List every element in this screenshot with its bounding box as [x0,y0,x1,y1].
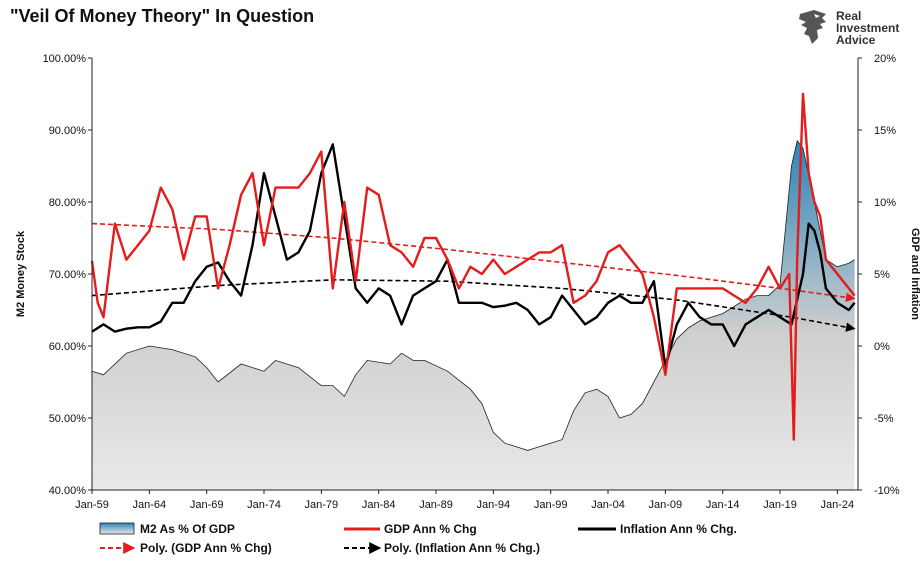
gdp-trendline [91,222,856,303]
y2-tick-label: -10% [874,485,900,497]
y-tick-label: 60.00% [49,341,87,353]
y-tick-label: 70.00% [49,269,87,281]
y2-tick-label: 10% [874,197,896,209]
brand-name: Real Investment Advice [836,10,899,46]
x-tick-label: Jan-89 [419,499,453,511]
inflation-trendline [91,278,856,332]
y-tick-label: 50.00% [49,413,87,425]
brand-line: Advice [836,33,876,47]
x-tick-label: Jan-59 [75,499,109,511]
legend-label: GDP Ann % Chg [384,522,477,536]
m2-line [91,139,855,451]
m2-area [92,140,855,491]
inflation-line [91,143,856,369]
y-axis-title: M2 Money Stock [15,230,27,317]
y2-tick-label: 20% [874,53,896,65]
legend-swatch-m2 [99,522,135,535]
x-tick-label: Jan-69 [190,499,224,511]
x-tick-label: Jan-79 [305,499,339,511]
legend-label: Inflation Ann % Chg. [620,522,737,536]
y2-tick-label: 0% [874,341,890,353]
x-tick-label: Jan-04 [591,499,625,511]
x-tick-label: Jan-64 [133,499,167,511]
x-tick-label: Jan-94 [477,499,511,511]
legend-label: M2 As % Of GDP [140,522,235,536]
y-tick-label: 90.00% [49,125,87,137]
y2-tick-label: -5% [874,413,894,425]
legend-label: Poly. (GDP Ann % Chg) [140,541,272,555]
x-tick-label: Jan-74 [247,499,281,511]
y2-axis-title: GDP and Inflation [909,228,921,320]
gdp-line [90,92,856,441]
x-tick-label: Jan-14 [706,499,740,511]
y-tick-label: 40.00% [49,485,87,497]
x-tick-label: Jan-09 [649,499,683,511]
y-tick-label: 100.00% [43,53,87,65]
y2-tick-label: 5% [874,269,890,281]
chart-title: "Veil Of Money Theory" In Question [10,6,315,26]
brand-logo: Real Investment Advice [796,8,906,46]
y-tick-label: 80.00% [49,197,87,209]
x-tick-label: Jan-84 [362,499,396,511]
eagle-icon [799,10,826,44]
legend-label: Poly. (Inflation Ann % Chg.) [384,541,540,555]
y2-tick-label: 15% [874,125,896,137]
x-tick-label: Jan-19 [763,499,797,511]
x-tick-label: Jan-24 [821,499,855,511]
brand-line: Real [836,9,862,23]
x-tick-label: Jan-99 [534,499,568,511]
brand-line: Investment [836,21,900,35]
